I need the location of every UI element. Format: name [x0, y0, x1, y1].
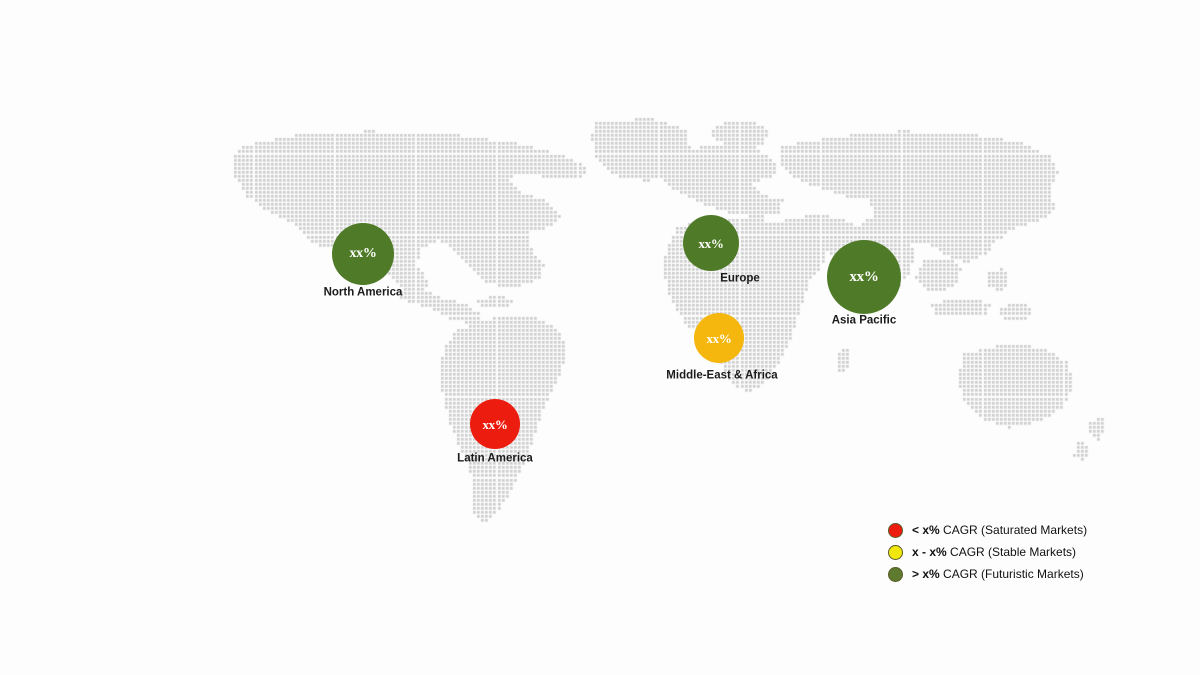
legend-row-legend-stable: x - x% CAGR (Stable Markets)	[888, 541, 1087, 563]
region-label-north-america: North America	[323, 286, 403, 299]
region-value-middle-east-africa: xx%	[706, 330, 732, 346]
region-label-middle-east-africa: Middle-East & Africa	[666, 369, 778, 382]
region-bubble-latin-america[interactable]: xx%	[470, 399, 520, 449]
legend-dot-legend-futuristic	[888, 566, 903, 582]
region-value-latin-america: xx%	[482, 416, 508, 432]
legend-prefix-legend-stable: x - x%	[912, 545, 947, 559]
region-label-asia-pacific: Asia Pacific	[831, 314, 897, 327]
region-bubble-europe[interactable]: xx%	[683, 215, 739, 271]
legend-dot-legend-stable	[888, 544, 903, 560]
legend-prefix-legend-saturated: < x%	[912, 523, 940, 537]
region-value-north-america: xx%	[349, 246, 377, 261]
legend-dot-legend-saturated	[888, 522, 903, 538]
legend-prefix-legend-futuristic: > x%	[912, 567, 940, 581]
region-label-latin-america: Latin America	[457, 452, 533, 465]
region-bubble-middle-east-africa[interactable]: xx%	[694, 313, 744, 363]
region-label-europe: Europe	[720, 272, 760, 285]
region-bubble-asia-pacific[interactable]: xx%	[827, 240, 901, 314]
legend-text-legend-saturated: < x% CAGR (Saturated Markets)	[912, 524, 1087, 536]
legend-row-legend-futuristic: > x% CAGR (Futuristic Markets)	[888, 563, 1087, 585]
legend-desc-legend-saturated: CAGR (Saturated Markets)	[939, 523, 1088, 537]
legend-row-legend-saturated: < x% CAGR (Saturated Markets)	[888, 519, 1087, 541]
legend: < x% CAGR (Saturated Markets) x - x% CAGR…	[888, 519, 1087, 585]
legend-desc-legend-stable: CAGR (Stable Markets)	[946, 545, 1077, 559]
region-value-asia-pacific: xx%	[849, 268, 879, 285]
region-value-europe: xx%	[698, 235, 724, 251]
region-bubble-north-america[interactable]: xx%	[332, 223, 394, 285]
legend-text-legend-futuristic: > x% CAGR (Futuristic Markets)	[912, 568, 1084, 580]
legend-text-legend-stable: x - x% CAGR (Stable Markets)	[912, 546, 1076, 558]
legend-desc-legend-futuristic: CAGR (Futuristic Markets)	[939, 567, 1084, 581]
